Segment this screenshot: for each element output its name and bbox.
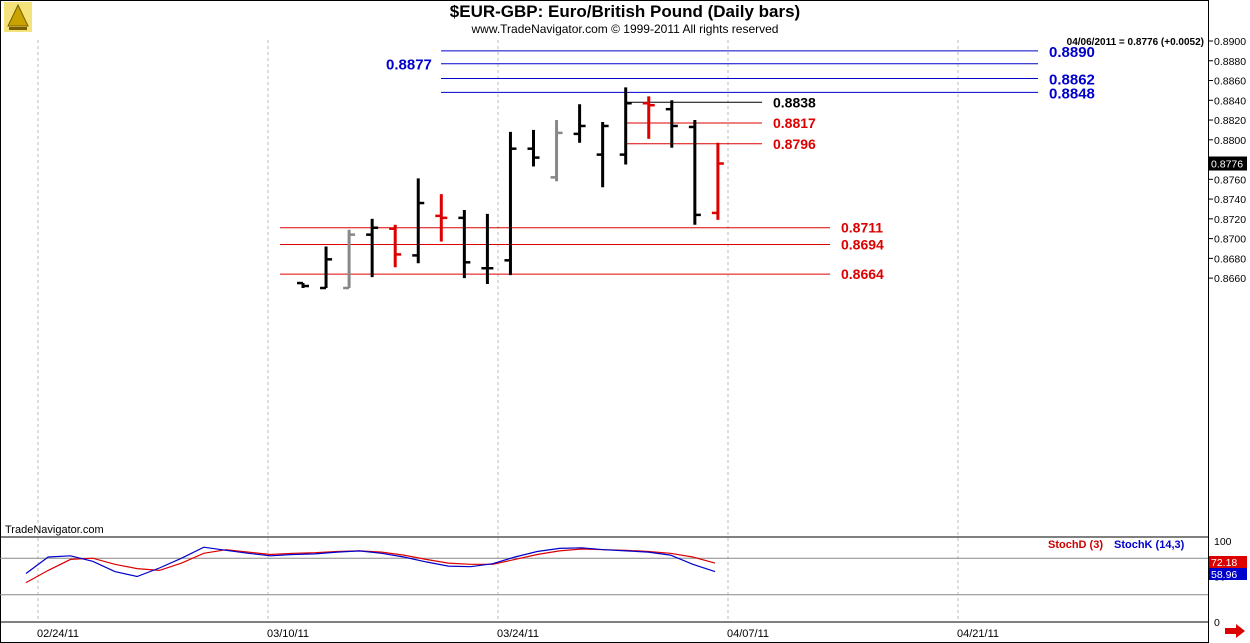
y-tick-label: 0.8760 (1214, 174, 1246, 186)
level-label-support: 0.8664 (841, 266, 884, 282)
ohlc-bar (665, 100, 678, 148)
stoch-k-value-box (1209, 568, 1247, 580)
last-price-box (1209, 156, 1247, 171)
ohlc-bar (435, 194, 448, 242)
trade-navigator-logo-icon (4, 2, 32, 32)
chart-frame (0, 0, 1209, 643)
stoch-tick-label: 0 (1214, 617, 1220, 629)
ohlc-bar (527, 129, 540, 167)
chart-title: $EUR-GBP: Euro/British Pound (Daily bars… (449, 2, 801, 21)
x-tick-label: 04/21/11 (957, 628, 999, 640)
price-readout: 04/06/2011 = 0.8776 (+0.0052) (1066, 37, 1204, 48)
stoch-tick-label: 100 (1214, 536, 1232, 548)
level-label-blue: 0.8848 (1049, 85, 1095, 102)
ohlc-bar (366, 218, 379, 278)
level-label-blue: 0.8877 (386, 57, 432, 74)
stoch-d-value: 72.18 (1211, 557, 1237, 569)
y-tick-label: 0.8680 (1214, 253, 1246, 265)
y-tick-label: 0.8840 (1214, 95, 1246, 107)
ohlc-bar (642, 96, 655, 139)
ohlc-bar (458, 209, 471, 279)
ohlc-bar (596, 122, 609, 188)
level-label-support: 0.8694 (841, 237, 884, 253)
y-tick-label: 0.8660 (1214, 273, 1246, 285)
last-price-label: 0.8776 (1211, 159, 1243, 171)
ohlc-bar (688, 120, 701, 225)
stoch-d-line (25, 548, 716, 584)
y-tick-label: 0.8740 (1214, 194, 1246, 206)
stoch-k-line (25, 546, 716, 578)
stoch-d-value-box (1209, 556, 1247, 568)
ohlc-bar (412, 178, 425, 264)
ohlc-bar (619, 87, 632, 165)
legend-stoch-k: StochK (14,3) (1114, 539, 1185, 551)
chart-subtitle: www.TradeNavigator.com © 1999-2011 All r… (471, 22, 779, 36)
ohlc-bar (389, 224, 402, 268)
y-tick-label: 0.8820 (1214, 115, 1246, 127)
scroll-right-arrow-icon[interactable] (1224, 624, 1246, 638)
ohlc-bar (481, 213, 494, 285)
y-tick-label: 0.8900 (1214, 36, 1246, 48)
x-tick-label: 03/24/11 (497, 628, 539, 640)
ohlc-bar (343, 229, 356, 290)
level-label-blue: 0.8890 (1049, 44, 1095, 61)
ohlc-bar (320, 246, 333, 290)
y-tick-label: 0.8880 (1214, 56, 1246, 68)
x-tick-label: 02/24/11 (37, 628, 79, 640)
level-label-blue: 0.8862 (1049, 72, 1095, 89)
y-tick-label: 0.8800 (1214, 135, 1246, 147)
y-tick-label: 0.8720 (1214, 214, 1246, 226)
level-label-resistance: 0.8838 (773, 94, 816, 110)
level-label-resistance: 0.8796 (773, 136, 816, 152)
level-label-resistance: 0.8817 (773, 115, 816, 131)
level-label-support: 0.8711 (841, 220, 883, 236)
ohlc-bar (550, 120, 563, 182)
y-tick-label: 0.8700 (1214, 234, 1246, 246)
ohlc-bar (573, 104, 586, 143)
stoch-k-value: 58.96 (1211, 569, 1237, 581)
y-tick-label: 0.8860 (1214, 76, 1246, 88)
ohlc-bar (504, 131, 517, 276)
x-tick-label: 04/07/11 (727, 628, 769, 640)
x-tick-label: 03/10/11 (267, 628, 309, 640)
brand-label: TradeNavigator.com (5, 524, 104, 536)
ohlc-bar (297, 281, 309, 288)
legend-stoch-d: StochD (3) (1048, 539, 1103, 551)
ohlc-bar (711, 142, 724, 220)
